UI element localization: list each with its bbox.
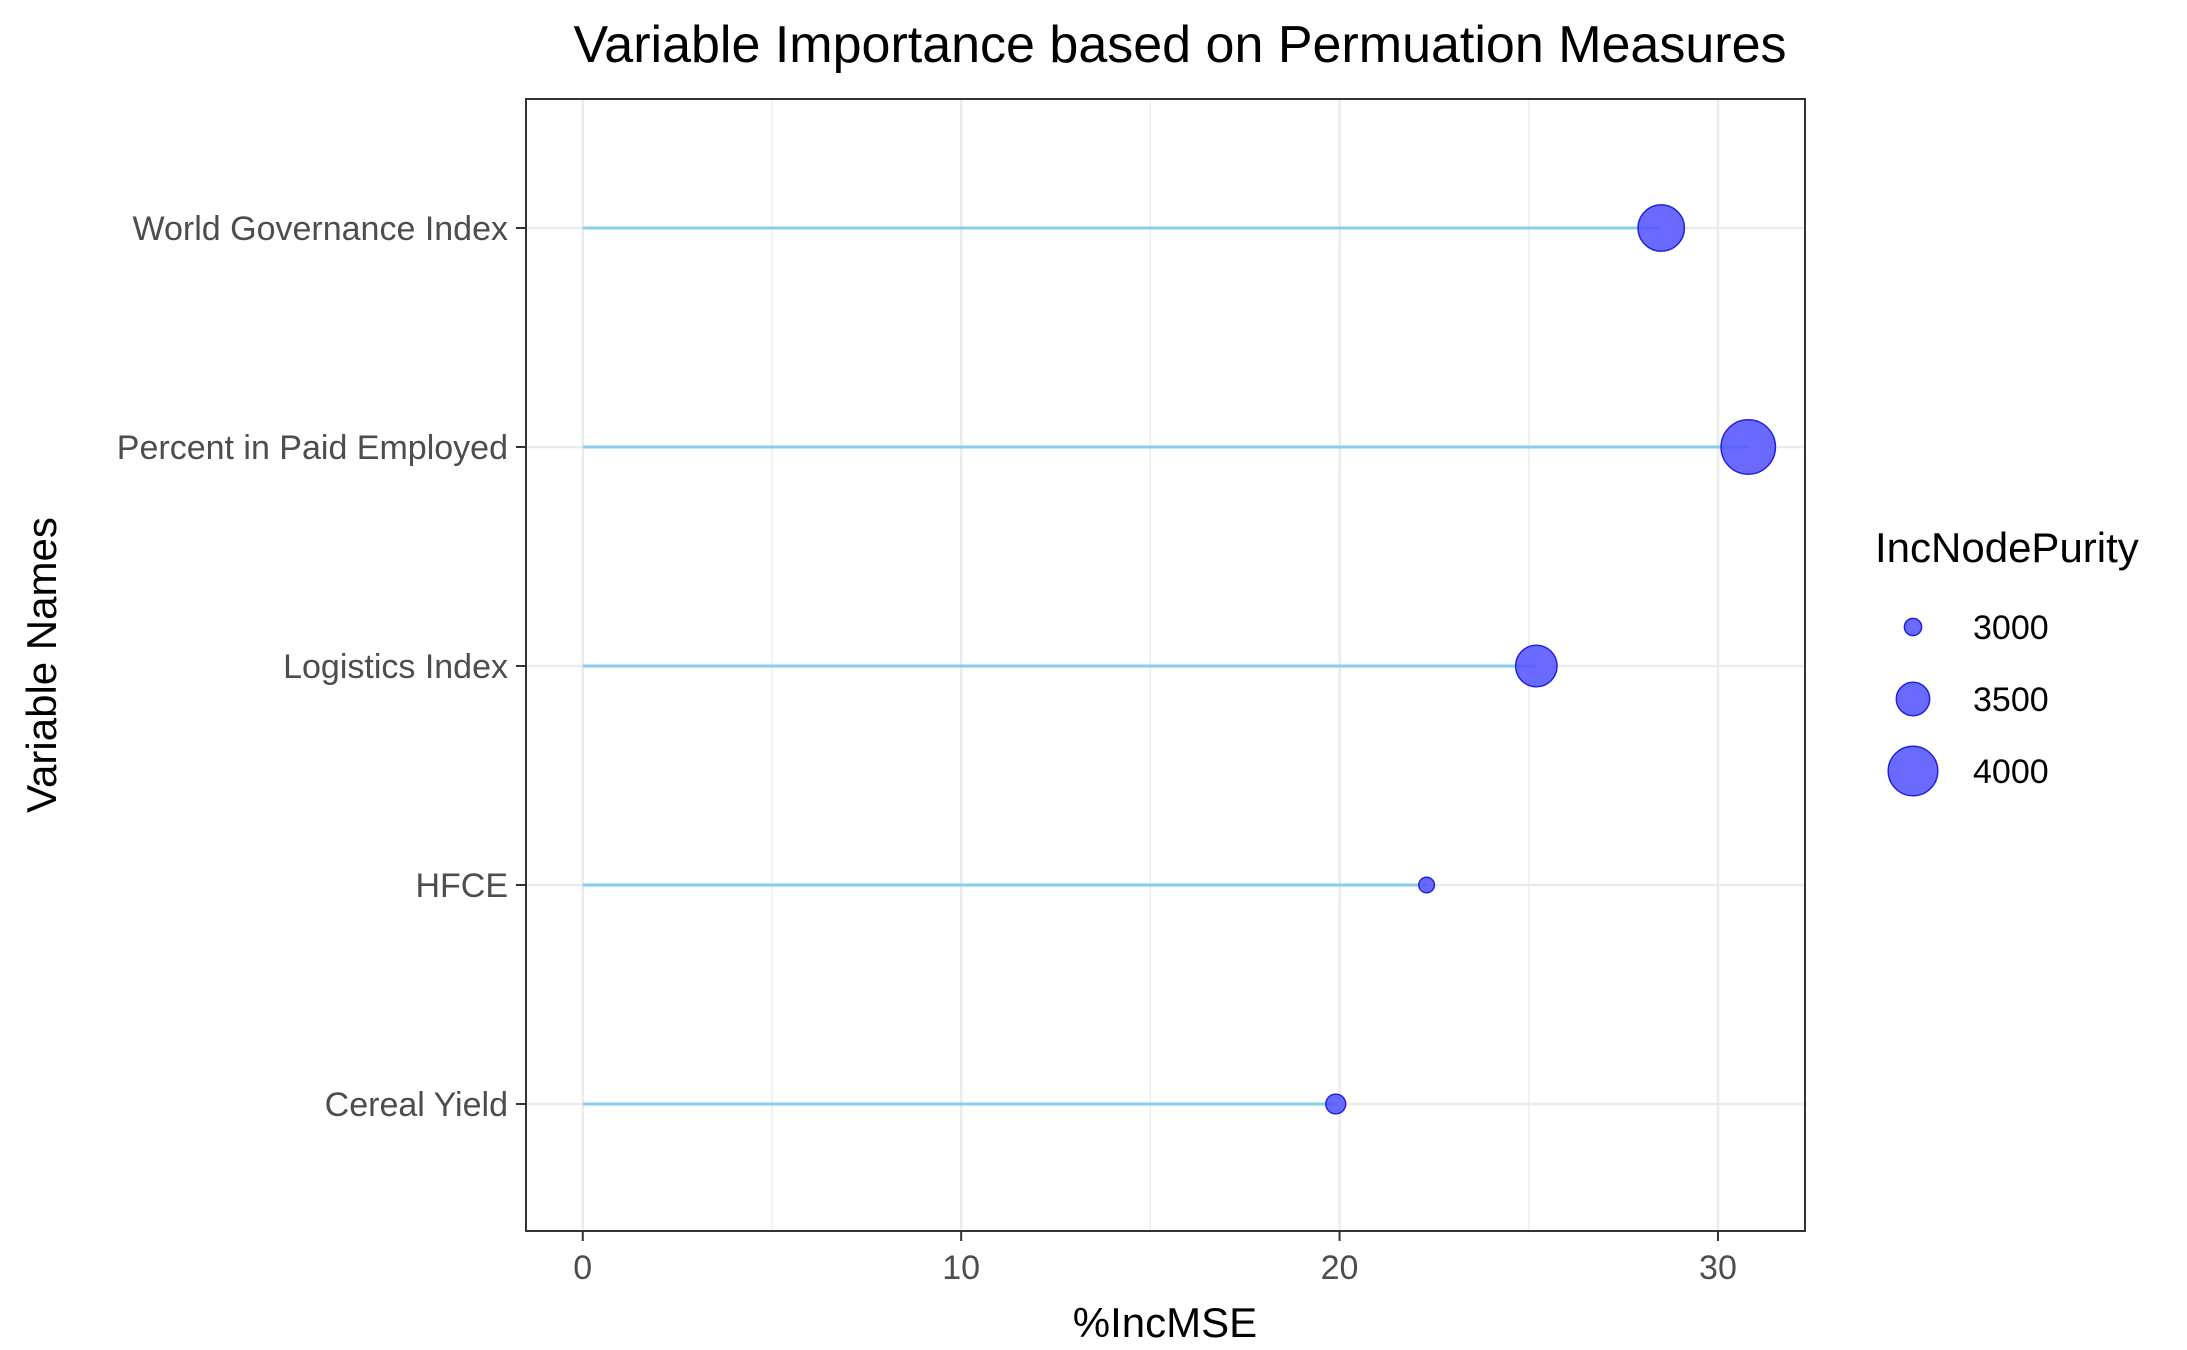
legend-title: IncNodePurity [1875, 524, 2139, 571]
x-tick-label: 30 [1699, 1249, 1737, 1287]
legend-key-point [1903, 617, 1923, 637]
x-tick-label: 0 [573, 1249, 592, 1287]
y-tick-label: Percent in Paid Employed [117, 429, 508, 467]
y-tick-label: Cereal Yield [325, 1086, 508, 1124]
y-tick-label: Logistics Index [283, 648, 508, 686]
lollipop-point [1720, 419, 1777, 475]
y-axis-title: Variable Names [18, 517, 65, 813]
legend-key-point [1887, 745, 1939, 797]
lollipop-point [1637, 204, 1686, 252]
legend-key-label: 4000 [1973, 753, 2049, 791]
legend-keys: 3000 3500 4000 [1887, 609, 2049, 797]
y-axis: World Governance Index Percent in Paid Em… [117, 210, 526, 1124]
y-tick-label: World Governance Index [133, 210, 508, 248]
legend-key-label: 3000 [1973, 609, 2049, 647]
lollipop-points [1325, 204, 1777, 1115]
legend-key-label: 3500 [1973, 681, 2049, 719]
x-tick-label: 20 [1321, 1249, 1359, 1287]
chart-title: Variable Importance based on Permuation … [573, 16, 1786, 74]
lollipop-point [1325, 1093, 1347, 1115]
y-tick-label: HFCE [415, 867, 508, 905]
legend: IncNodePurity 3000 3500 4000 [1875, 524, 2139, 797]
x-axis-title: %IncMSE [1073, 1299, 1257, 1346]
lollipop-point [1514, 644, 1558, 688]
legend-key-point [1895, 681, 1931, 717]
lollipop-segments [582, 226, 1749, 1106]
x-tick-label: 10 [942, 1249, 980, 1287]
lollipop-point [1418, 876, 1436, 894]
x-axis: 0 10 20 30 [573, 1231, 1737, 1287]
